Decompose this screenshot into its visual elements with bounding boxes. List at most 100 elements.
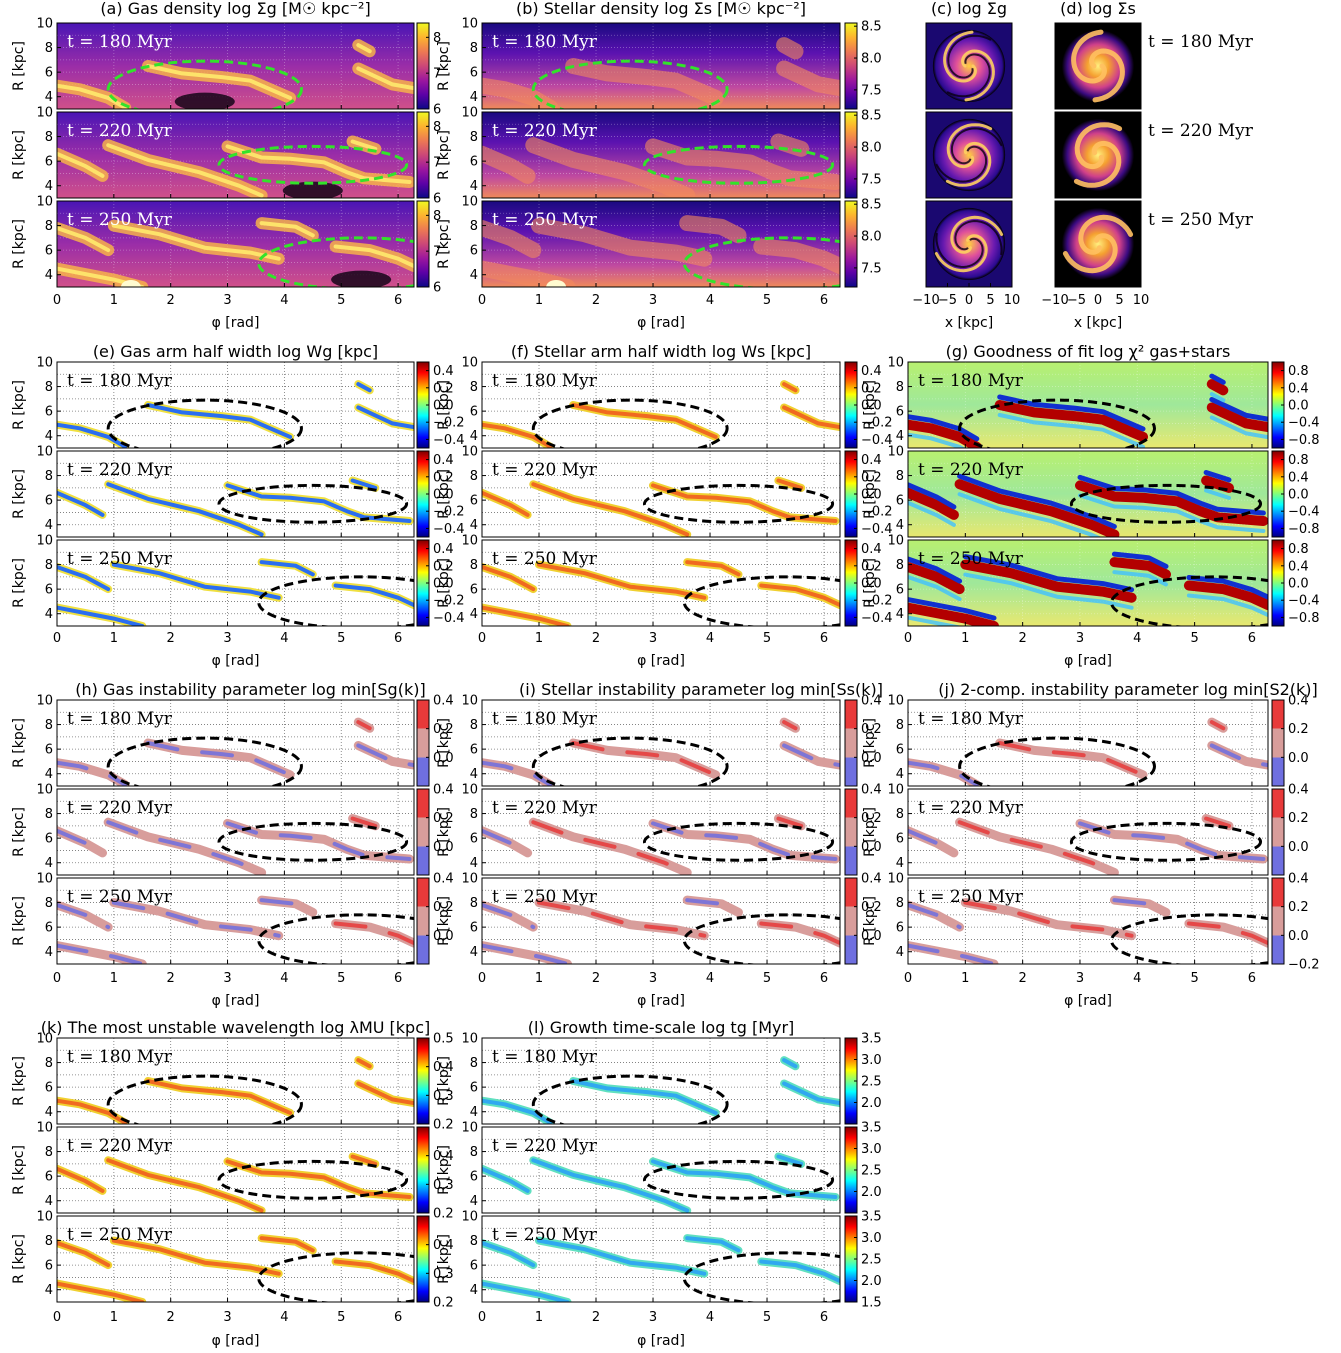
y-tick-label: 6 <box>45 1081 53 1096</box>
panel-e-2: t = 220 Myr 4 6 8 10 R [kpc] −0.4 −0.2 0.0 0.2 0.4 <box>11 445 465 538</box>
x-tick-label: 4 <box>280 631 288 646</box>
arm-band-instability <box>482 943 570 964</box>
y-tick-label: 6 <box>896 921 904 936</box>
colorbar-tick-label: 0.2 <box>433 470 454 485</box>
chi-band-low <box>962 554 1135 593</box>
x-tick-label: 2 <box>592 631 600 646</box>
disk-spiral-arm <box>1078 214 1134 255</box>
bright-clump <box>546 280 567 287</box>
time-label: t = 180 Myr <box>492 371 598 391</box>
panel-i-plot-area: t = 180 Myr <box>482 700 840 786</box>
colorbar-tick-label: 0.8 <box>1288 364 1309 379</box>
y-axis-label: R [kpc] <box>862 718 878 768</box>
y-axis-label: R [kpc] <box>862 380 878 430</box>
colorbar-e-2: −0.4 −0.2 0.0 0.2 0.4 <box>416 450 465 538</box>
colorbar-tick-label: −0.2 <box>433 505 465 520</box>
y-axis-label: R [kpc] <box>11 558 27 608</box>
arm-band-core <box>57 1098 128 1124</box>
region-ellipse <box>106 1074 303 1124</box>
x-tick-label: 5 <box>763 631 771 646</box>
x-tick-label: 1 <box>110 971 118 986</box>
arm-band-core <box>57 565 111 592</box>
region-ellipse <box>217 1159 409 1200</box>
y-axis-label: R [kpc] <box>862 558 878 608</box>
y-tick-label: 10 <box>36 195 53 210</box>
x-axis-label-f: φ [rad] <box>637 653 685 669</box>
y-tick-label: 6 <box>896 583 904 598</box>
y-tick-label: 4 <box>470 767 478 782</box>
colorbar-tick-label: 0.4 <box>1288 783 1309 798</box>
colorbar-k-3: 0.2 0.3 0.4 <box>416 1215 454 1311</box>
region-ellipse <box>531 59 729 109</box>
colorbar-tick-label: 7 <box>433 245 441 260</box>
y-axis-label: R [kpc] <box>436 1145 452 1195</box>
arm-band-core <box>482 605 570 626</box>
y-tick-label: 4 <box>470 429 478 444</box>
x-tick-label: 3 <box>649 293 657 308</box>
panel-h-plot-area: t = 250 Myr <box>57 878 414 964</box>
colorbar-tick-label: 0.0 <box>433 577 454 592</box>
y-tick-label: 10 <box>36 1032 53 1047</box>
y-tick-label: 10 <box>36 872 53 887</box>
x-tick-label: 6 <box>820 971 828 986</box>
x-tick-label: 3 <box>223 971 231 986</box>
x-tick-label: 4 <box>706 971 714 986</box>
arm-band-instability <box>571 741 718 777</box>
time-label: t = 180 Myr <box>492 1047 598 1067</box>
y-tick-label: 6 <box>470 1259 478 1274</box>
arm-band-instability <box>225 821 412 861</box>
y-tick-label: 8 <box>896 469 904 484</box>
x-tick-label: 3 <box>649 971 657 986</box>
panel-g-frame <box>907 361 1269 449</box>
colorbar-a-2: 6 7 8 <box>416 111 441 207</box>
chi-band-mid <box>908 575 962 602</box>
y-tick-label: 4 <box>470 945 478 960</box>
x-tick-label: 5 <box>763 971 771 986</box>
time-label: t = 250 Myr <box>492 210 598 230</box>
x-tick-label: 6 <box>1248 971 1256 986</box>
colorbar-tick-label: 0.4 <box>1288 470 1309 485</box>
colorbar-tick-label: −0.4 <box>1288 594 1320 609</box>
chi-band-mid <box>963 572 1134 610</box>
panel-title-a: (a) Gas density log Σg [M☉ kpc⁻²] <box>100 0 370 18</box>
y-tick-label: 6 <box>45 155 53 170</box>
y-axis-label: R [kpc] <box>11 469 27 519</box>
x-tick-label: 1 <box>110 631 118 646</box>
colorbar-h-3: 0.0 0.2 0.4 <box>416 872 454 965</box>
disk-gap <box>947 34 992 79</box>
x-tick-label: 0 <box>478 1310 486 1325</box>
y-tick-label: 10 <box>36 1121 53 1136</box>
x-tick-label: 0 <box>478 631 486 646</box>
gas-arm-ridge <box>350 139 378 151</box>
time-label: t = 220 Myr <box>918 798 1024 818</box>
chi-band-high <box>954 479 1120 537</box>
colorbar-tick-label: 0.4 <box>861 364 882 379</box>
gas-arm-ridge <box>333 244 414 269</box>
colorbar-tick-label: 0.2 <box>861 811 882 826</box>
time-label: t = 220 Myr <box>492 1136 598 1156</box>
arm-band-core <box>106 1158 264 1213</box>
panel-f-frame <box>481 539 841 627</box>
panel-b-plot-area: t = 250 Myr <box>482 201 840 287</box>
gas-arm-ridge <box>259 221 315 238</box>
y-tick-label: 6 <box>896 832 904 847</box>
colorbar-tick-label: −0.2 <box>433 594 465 609</box>
colorbar-tick-label: 0.4 <box>433 694 454 709</box>
arm-band-instability <box>350 816 378 828</box>
arm-band-core <box>537 1238 707 1276</box>
x-tick-label: 6 <box>1248 631 1256 646</box>
x-tick-label: 2 <box>592 971 600 986</box>
y-tick-label: 6 <box>45 921 53 936</box>
panel-e-grid <box>57 362 414 448</box>
arm-band-core <box>651 483 838 523</box>
colorbar-tick-label: 0.4 <box>433 872 454 887</box>
y-tick-label: 6 <box>45 743 53 758</box>
colorbar-tick-label: 2.5 <box>861 1164 882 1179</box>
y-axis-label: R [kpc] <box>11 1234 27 1284</box>
arm-band-core <box>356 1081 414 1106</box>
x-tick-label: 6 <box>394 971 402 986</box>
panel-g-plot-area: t = 220 Myr <box>908 451 1268 537</box>
colorbar-k-2: 0.2 0.3 0.4 <box>416 1126 454 1222</box>
